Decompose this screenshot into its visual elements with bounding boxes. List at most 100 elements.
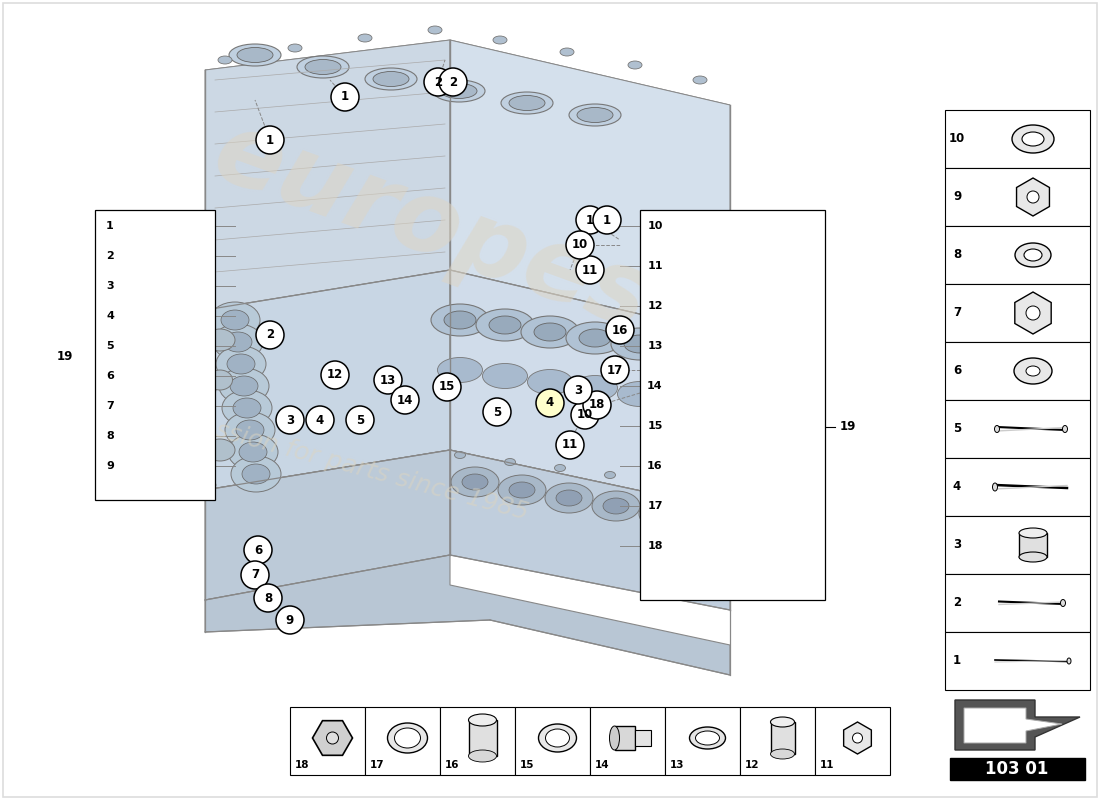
Text: 5: 5: [953, 422, 961, 435]
Ellipse shape: [610, 328, 669, 360]
Ellipse shape: [219, 368, 270, 404]
Text: 13: 13: [379, 374, 396, 386]
Ellipse shape: [566, 322, 624, 354]
Polygon shape: [964, 708, 1062, 743]
Ellipse shape: [695, 731, 719, 745]
Text: 13: 13: [647, 341, 662, 351]
Ellipse shape: [230, 376, 258, 396]
Bar: [945, 168, 1090, 226]
Circle shape: [564, 376, 592, 404]
Circle shape: [576, 256, 604, 284]
Ellipse shape: [509, 95, 544, 110]
Polygon shape: [450, 450, 730, 610]
Polygon shape: [955, 700, 1080, 750]
Bar: [945, 342, 1090, 400]
Text: 2: 2: [433, 75, 442, 89]
Text: 2: 2: [953, 597, 961, 610]
Ellipse shape: [216, 346, 266, 382]
Bar: [945, 516, 1090, 574]
Circle shape: [256, 126, 284, 154]
Ellipse shape: [603, 498, 629, 514]
Ellipse shape: [572, 375, 617, 401]
Bar: [945, 400, 1090, 458]
Ellipse shape: [236, 47, 273, 62]
Text: 9: 9: [286, 614, 294, 626]
Bar: [469, 720, 496, 756]
Ellipse shape: [441, 83, 477, 98]
Bar: [515, 707, 590, 775]
Circle shape: [331, 83, 359, 111]
Ellipse shape: [556, 490, 582, 506]
Text: 1: 1: [586, 214, 594, 226]
Ellipse shape: [704, 485, 715, 491]
Text: 8: 8: [953, 249, 961, 262]
Text: 19: 19: [840, 421, 857, 434]
Ellipse shape: [438, 358, 483, 382]
Ellipse shape: [483, 363, 528, 389]
Circle shape: [601, 356, 629, 384]
Ellipse shape: [1067, 658, 1071, 664]
Text: 5: 5: [356, 414, 364, 426]
Ellipse shape: [431, 304, 490, 336]
Text: 6: 6: [254, 543, 262, 557]
Ellipse shape: [205, 439, 235, 461]
Ellipse shape: [387, 723, 428, 753]
Text: 6: 6: [953, 365, 961, 378]
Ellipse shape: [224, 332, 252, 352]
Text: 16: 16: [444, 760, 460, 770]
Circle shape: [483, 398, 512, 426]
Ellipse shape: [222, 390, 272, 426]
Ellipse shape: [639, 499, 688, 529]
Bar: [950, 758, 1085, 780]
Ellipse shape: [697, 514, 723, 530]
Ellipse shape: [1014, 358, 1052, 384]
Circle shape: [390, 386, 419, 414]
Ellipse shape: [490, 316, 521, 334]
Ellipse shape: [605, 471, 616, 478]
Ellipse shape: [509, 482, 535, 498]
Ellipse shape: [395, 728, 420, 748]
Circle shape: [321, 361, 349, 389]
Ellipse shape: [628, 61, 642, 69]
Circle shape: [433, 373, 461, 401]
Circle shape: [424, 68, 452, 96]
Text: 10: 10: [572, 238, 588, 251]
Circle shape: [606, 316, 634, 344]
Text: 7: 7: [953, 306, 961, 319]
Ellipse shape: [546, 729, 570, 747]
Circle shape: [244, 536, 272, 564]
Text: 15: 15: [439, 381, 455, 394]
Ellipse shape: [208, 370, 232, 390]
Ellipse shape: [476, 309, 534, 341]
Ellipse shape: [1060, 599, 1066, 606]
Text: 11: 11: [562, 438, 579, 451]
Text: 3: 3: [574, 383, 582, 397]
Text: 1: 1: [266, 134, 274, 146]
Ellipse shape: [650, 506, 676, 522]
Bar: [945, 110, 1090, 168]
Text: 18: 18: [295, 760, 309, 770]
Ellipse shape: [569, 104, 622, 126]
Text: 19: 19: [57, 350, 74, 363]
Ellipse shape: [693, 76, 707, 84]
Text: a passion for parts since 1985: a passion for parts since 1985: [160, 404, 531, 525]
Ellipse shape: [1022, 132, 1044, 146]
Polygon shape: [205, 450, 730, 550]
Polygon shape: [205, 555, 730, 675]
Ellipse shape: [365, 68, 417, 90]
Text: 8: 8: [106, 431, 114, 441]
Ellipse shape: [493, 36, 507, 44]
Text: 9: 9: [106, 461, 114, 471]
Ellipse shape: [444, 311, 476, 329]
Text: 4: 4: [106, 311, 114, 321]
Ellipse shape: [205, 329, 235, 351]
Ellipse shape: [1019, 552, 1047, 562]
Text: 2: 2: [449, 75, 458, 89]
Ellipse shape: [228, 434, 278, 470]
Ellipse shape: [1012, 125, 1054, 153]
Text: 12: 12: [327, 369, 343, 382]
Ellipse shape: [498, 475, 546, 505]
Text: 17: 17: [370, 760, 384, 770]
Ellipse shape: [373, 71, 409, 86]
Ellipse shape: [534, 323, 566, 341]
